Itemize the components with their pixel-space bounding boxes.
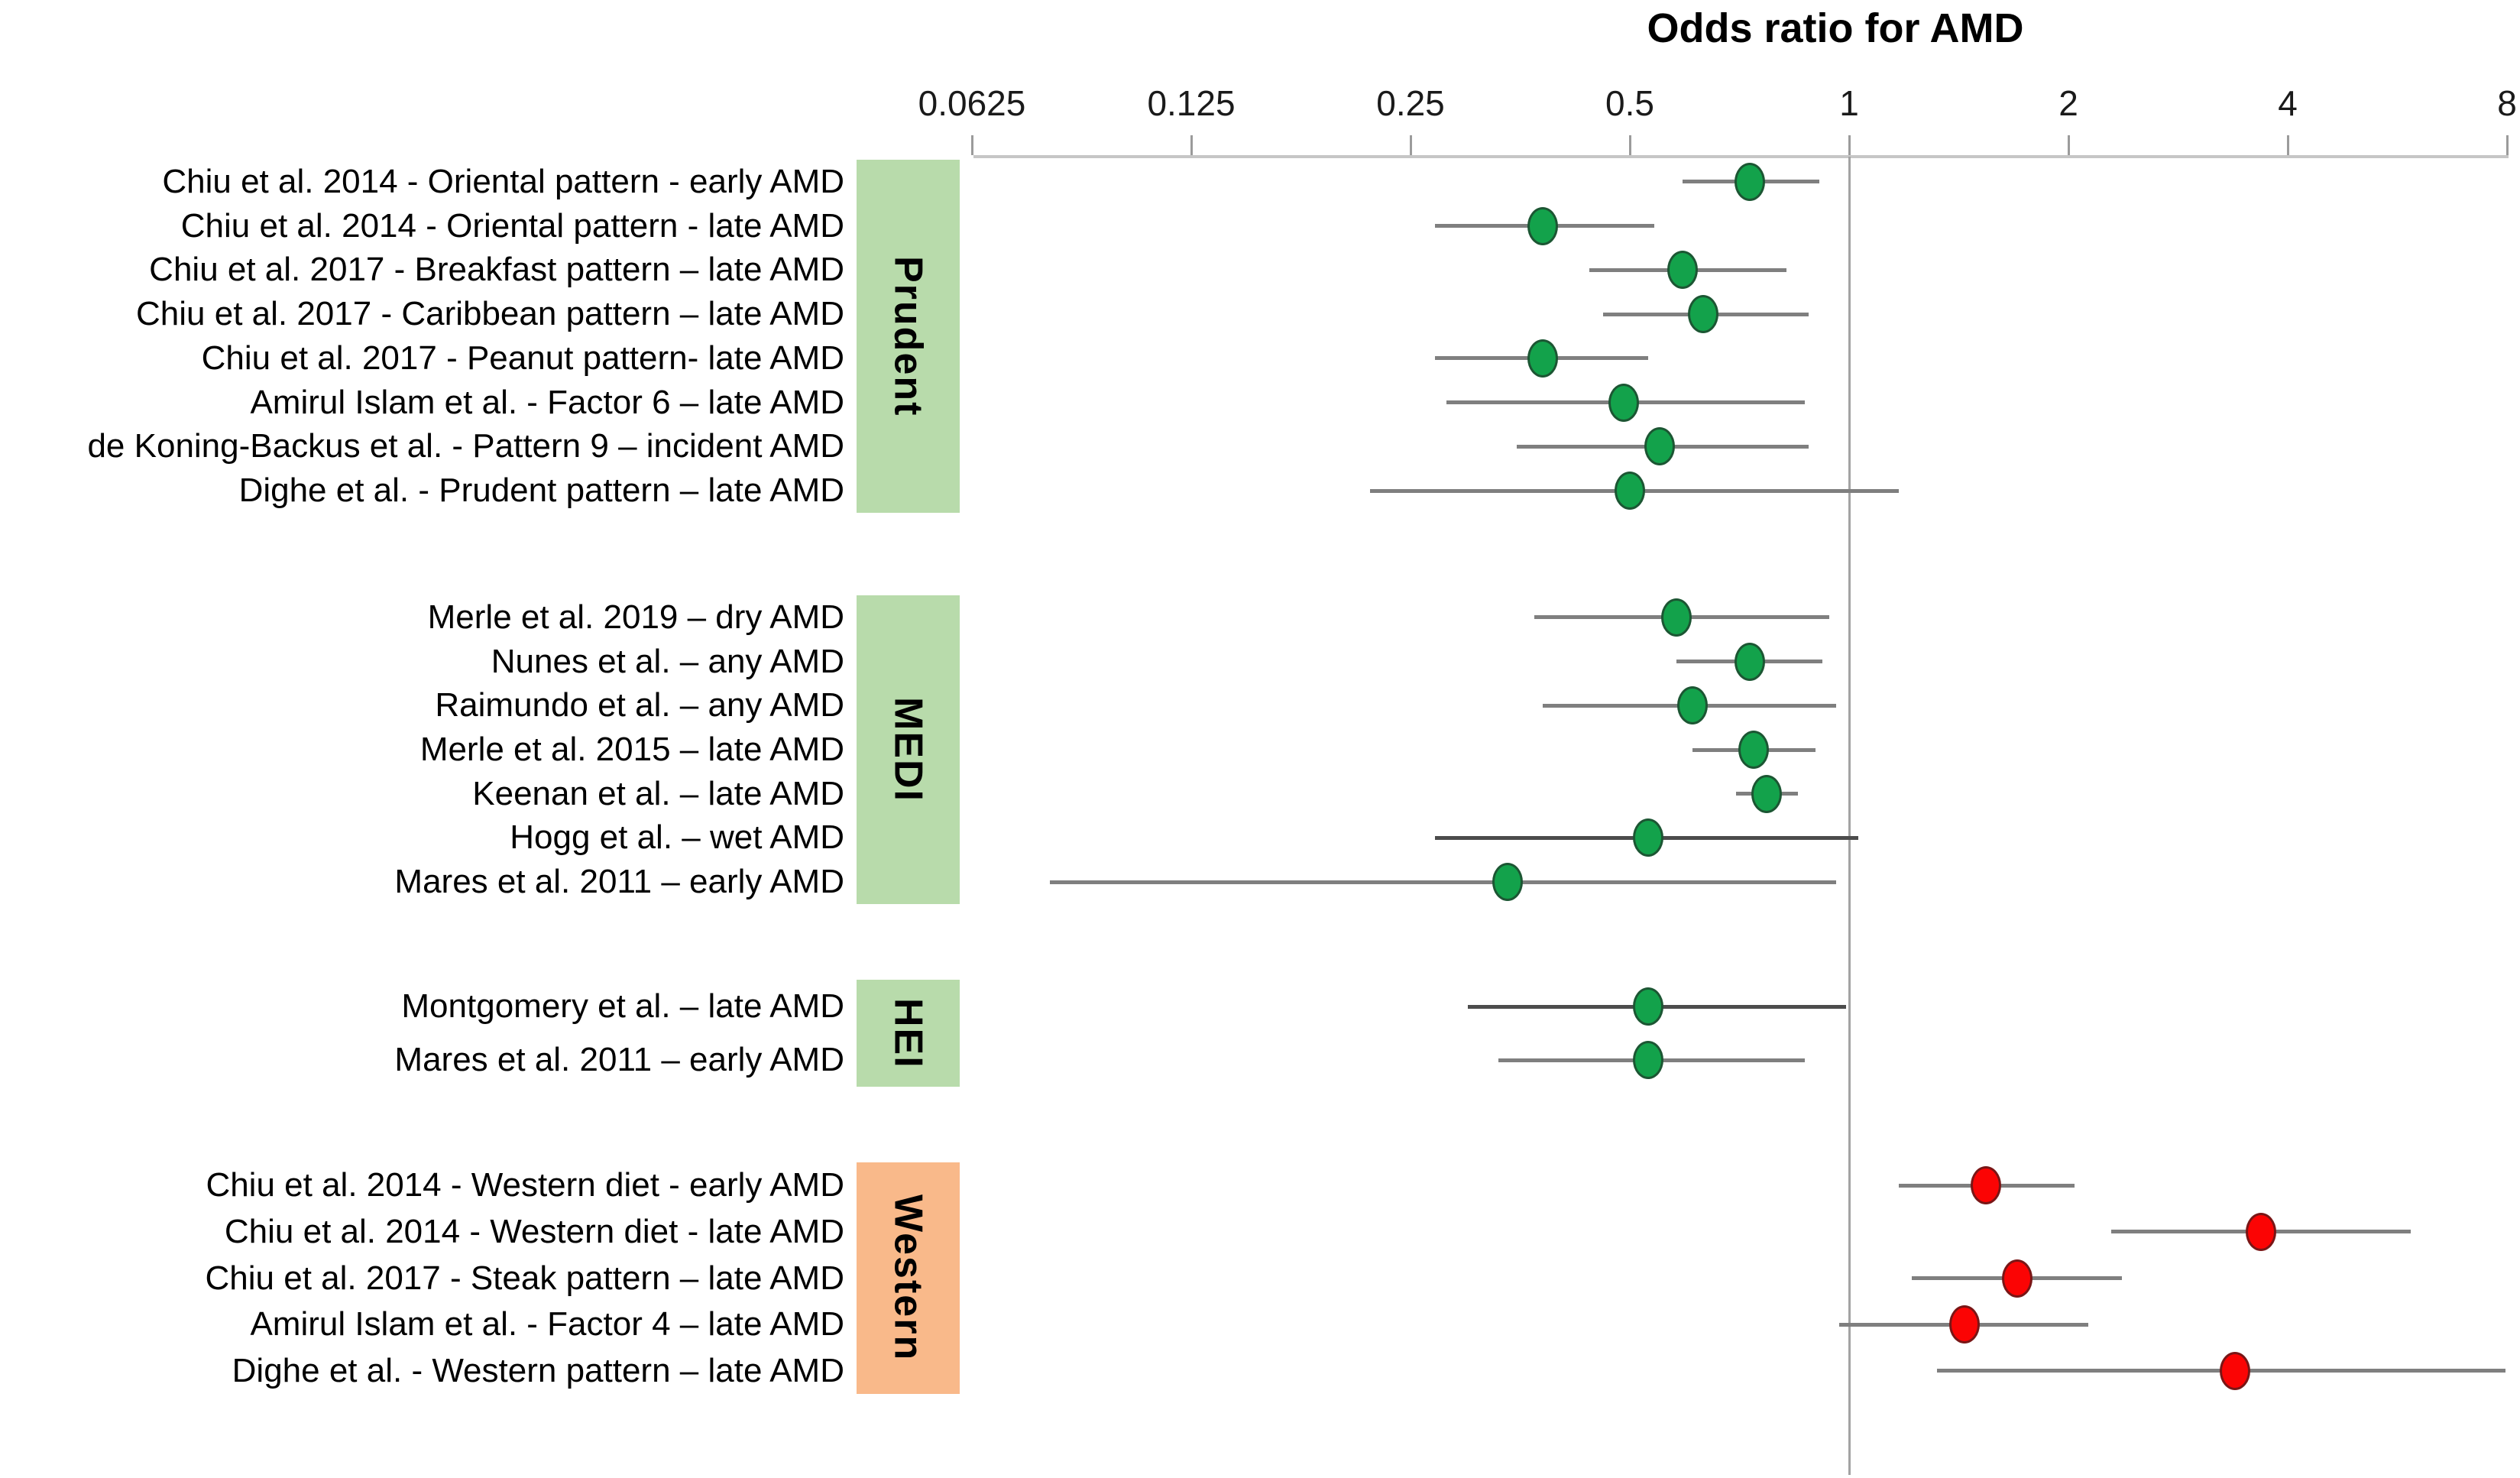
group-label: Prudent — [886, 255, 931, 417]
tick-mark — [2067, 135, 2070, 155]
group-box-western: Western — [857, 1162, 960, 1394]
or-point — [1948, 1305, 1980, 1344]
tick-mark — [1409, 135, 1412, 155]
study-label: Mares et al. 2011 – early AMD — [394, 1041, 844, 1078]
tick-mark — [970, 135, 973, 155]
group-box-prudent: Prudent — [857, 160, 960, 513]
or-point — [1734, 162, 1765, 201]
study-label: Hogg et al. – wet AMD — [510, 818, 844, 857]
study-label: Chiu et al. 2014 - Western diet - late A… — [224, 1212, 844, 1250]
or-point — [1738, 731, 1770, 769]
study-label: Amirul Islam et al. - Factor 6 – late AM… — [250, 383, 844, 421]
tick-mark — [2286, 135, 2289, 155]
tick-label: 8 — [2497, 83, 2517, 123]
group-box-medi: MEDI — [857, 595, 960, 904]
tick-label: 0.5 — [1605, 83, 1654, 123]
or-point — [1667, 251, 1698, 290]
or-point — [1633, 987, 1664, 1026]
tick-label: 0.125 — [1147, 83, 1236, 123]
chart-title: Odds ratio for AMD — [1647, 5, 2024, 51]
x-axis-line — [973, 155, 2509, 158]
study-label: Chiu et al. 2017 - Steak pattern – late … — [205, 1259, 844, 1297]
group-label: Western — [886, 1194, 931, 1362]
group-label: HEI — [886, 997, 931, 1069]
tick-mark — [1190, 135, 1193, 155]
study-label: Merle et al. 2019 – dry AMD — [427, 598, 844, 636]
study-label: Chiu et al. 2017 - Caribbean pattern – l… — [136, 295, 844, 333]
study-label: Montgomery et al. – late AMD — [401, 987, 844, 1025]
study-label: Dighe et al. - Western pattern – late AM… — [232, 1351, 844, 1389]
group-box-hei: HEI — [857, 980, 960, 1087]
study-label: Chiu et al. 2017 - Peanut pattern- late … — [201, 339, 844, 377]
or-point — [2246, 1212, 2277, 1251]
study-label: de Koning-Backus et al. - Pattern 9 – in… — [87, 427, 844, 465]
study-label: Chiu et al. 2014 - Oriental pattern - ea… — [162, 162, 844, 200]
study-label: Chiu et al. 2014 - Oriental pattern - la… — [180, 206, 844, 245]
tick-label: 0.0625 — [918, 83, 1026, 123]
tick-mark — [2505, 135, 2509, 155]
or-point — [1734, 642, 1765, 681]
tick-mark — [1628, 135, 1631, 155]
ci-line — [1050, 880, 1837, 884]
study-label: Amirul Islam et al. - Factor 4 – late AM… — [250, 1305, 844, 1343]
study-label: Dighe et al. - Prudent pattern – late AM… — [238, 472, 844, 510]
or-point — [1527, 339, 1559, 378]
or-point — [1527, 206, 1559, 245]
study-label: Raimundo et al. – any AMD — [435, 686, 844, 724]
study-label: Chiu et al. 2017 - Breakfast pattern – l… — [149, 251, 844, 289]
study-label: Nunes et al. – any AMD — [491, 642, 844, 680]
tick-label: 0.25 — [1376, 83, 1445, 123]
or-point — [2220, 1351, 2251, 1390]
or-point — [1751, 774, 1782, 813]
or-point — [1661, 598, 1692, 637]
study-label: Mares et al. 2011 – early AMD — [394, 863, 844, 901]
or-point — [1677, 686, 1709, 725]
or-point — [1633, 818, 1664, 857]
tick-mark — [1848, 135, 1851, 155]
or-point — [1633, 1041, 1664, 1079]
tick-label: 1 — [1839, 83, 1859, 123]
tick-label: 2 — [2058, 83, 2078, 123]
study-label: Keenan et al. – late AMD — [472, 774, 844, 812]
or-point — [1644, 427, 1676, 466]
study-label: Chiu et al. 2014 - Western diet - early … — [206, 1166, 844, 1204]
study-label: Merle et al. 2015 – late AMD — [419, 731, 844, 768]
or-point — [1615, 472, 1645, 510]
reference-line-or-1 — [1848, 157, 1851, 1475]
or-point — [1970, 1166, 2001, 1205]
or-point — [2001, 1259, 2033, 1298]
group-label: MEDI — [886, 697, 931, 802]
or-point — [1492, 863, 1524, 902]
or-point — [1687, 295, 1718, 334]
tick-label: 4 — [2278, 83, 2298, 123]
or-point — [1608, 383, 1639, 422]
